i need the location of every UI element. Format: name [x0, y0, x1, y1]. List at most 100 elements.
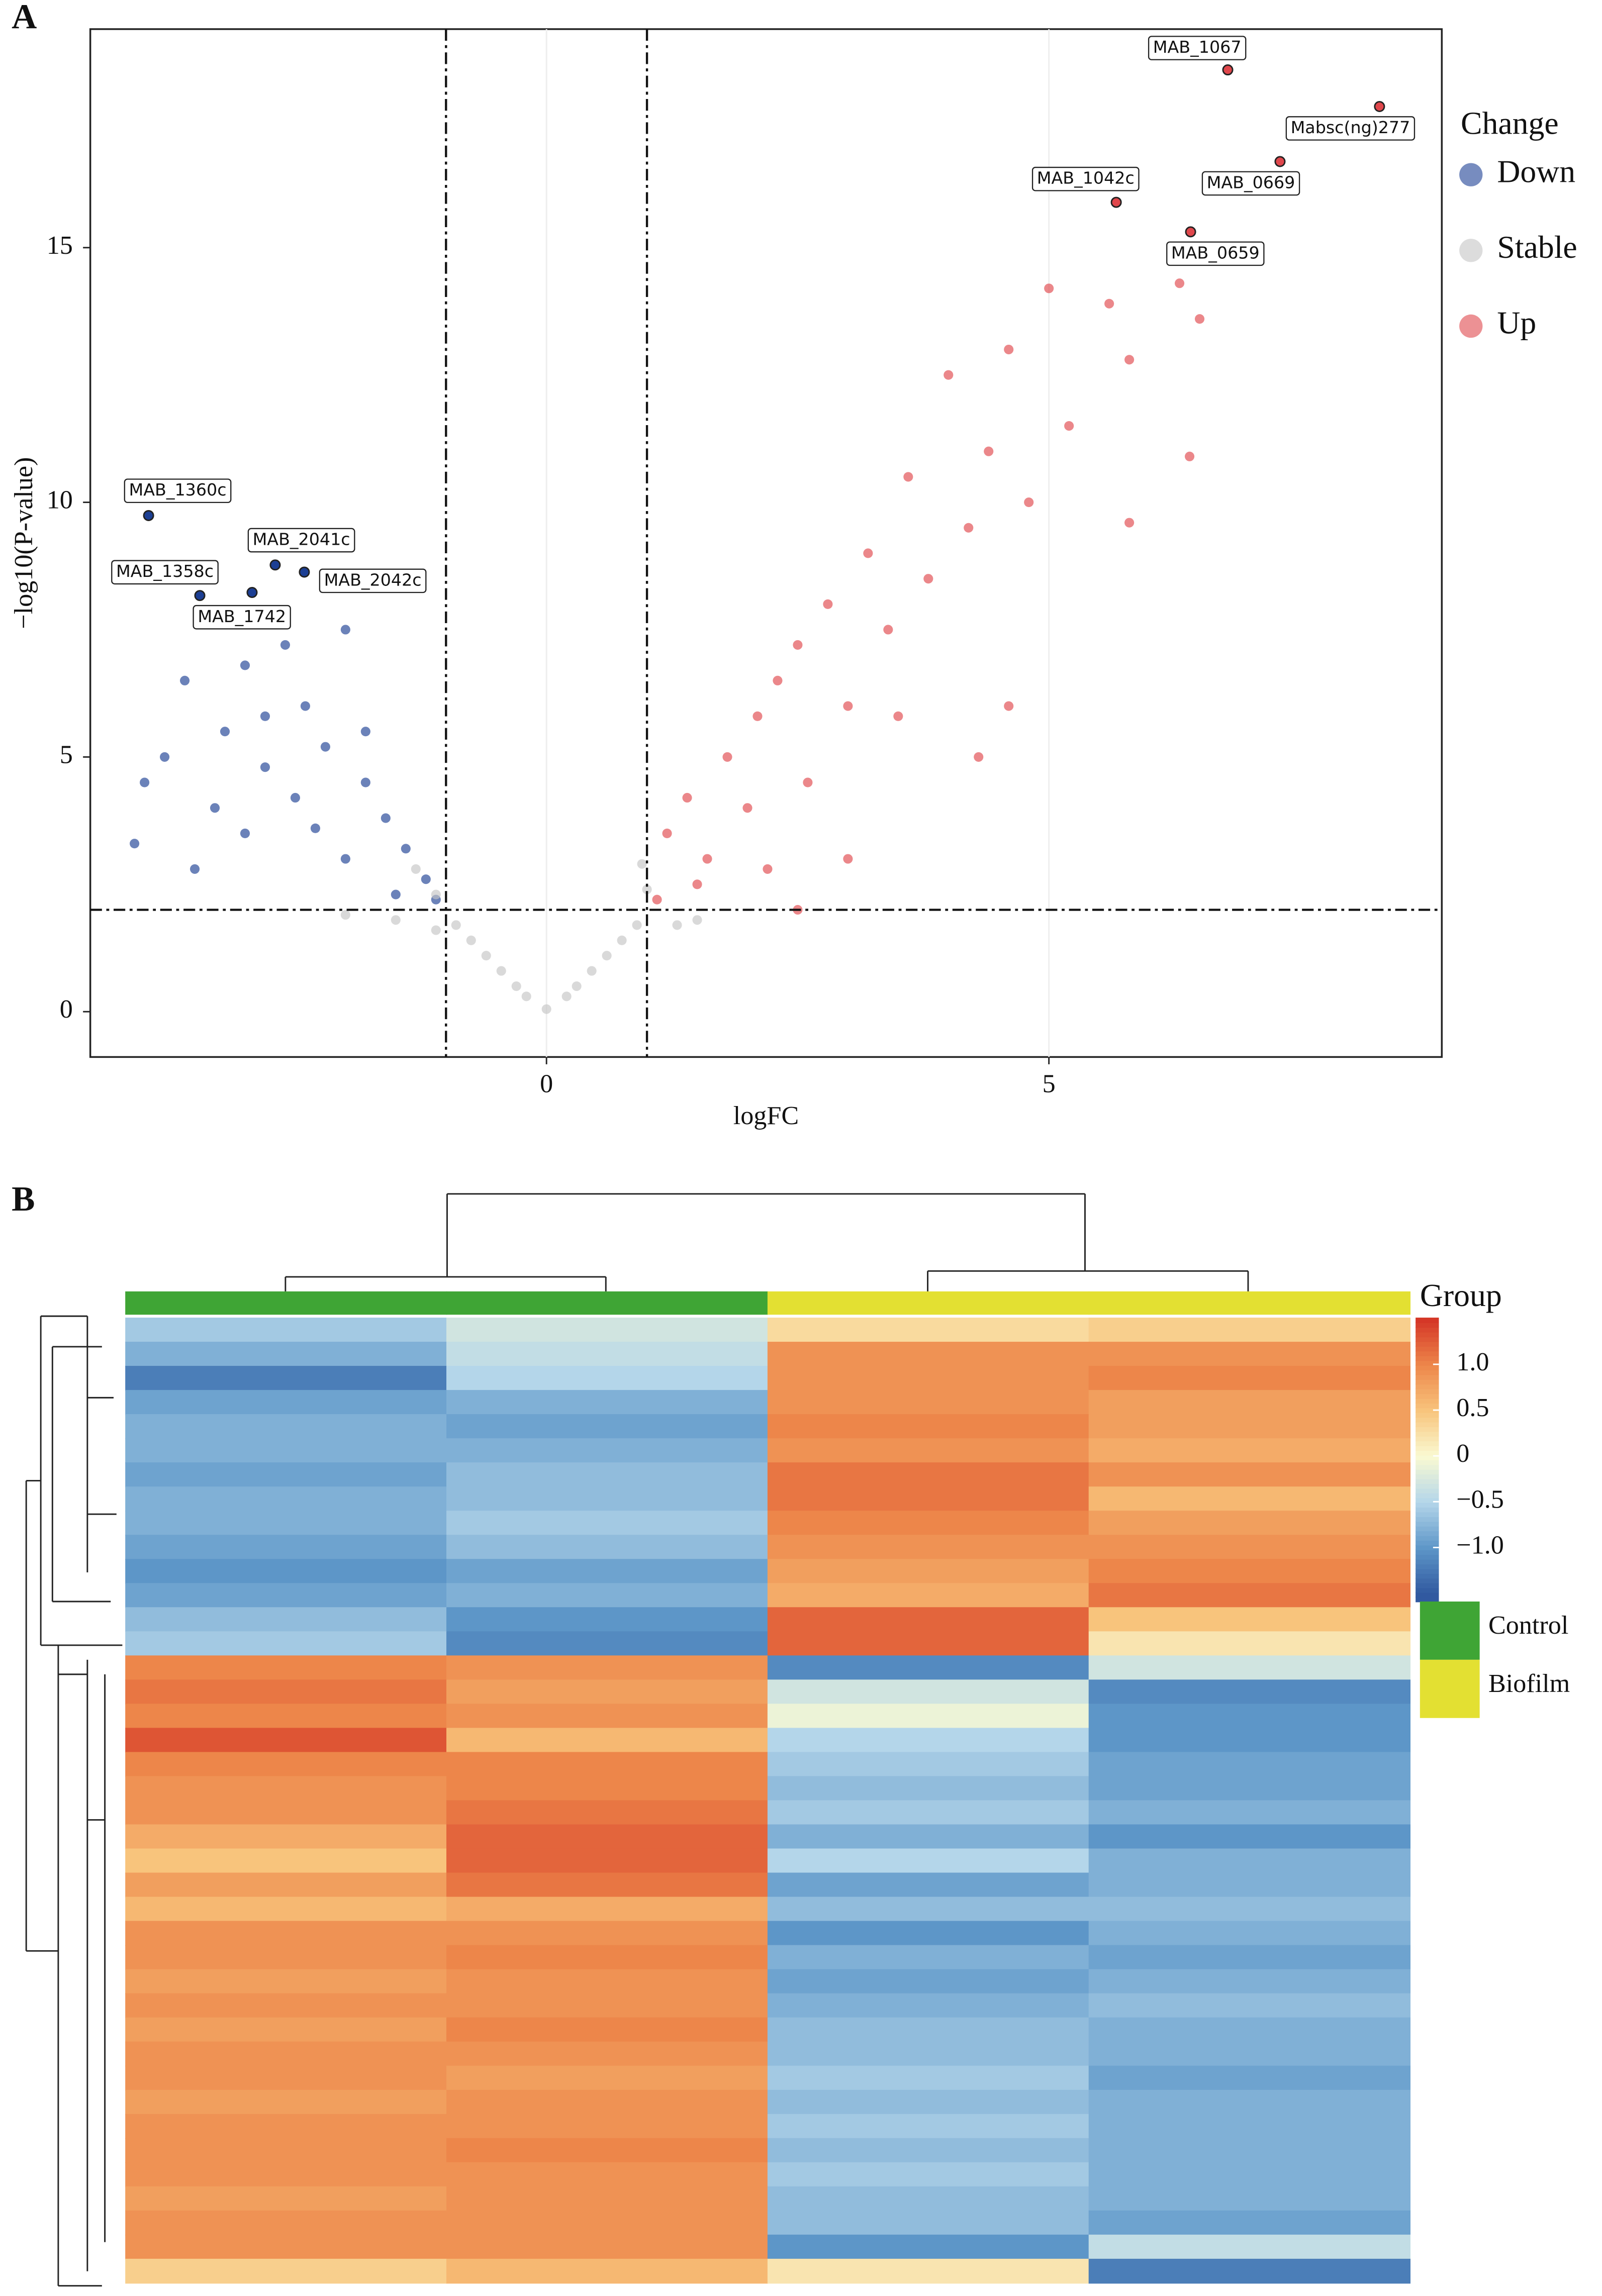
colorbar-segment [1416, 1554, 1439, 1560]
panel-label: B [12, 1180, 35, 1219]
point [944, 370, 954, 380]
colorbar-segment [1416, 1318, 1439, 1323]
point [1044, 283, 1054, 293]
heatmap-cell [767, 1655, 1090, 1680]
x-tick-label: 0 [540, 1069, 553, 1098]
point [793, 640, 803, 650]
colorbar-segment [1416, 1365, 1439, 1371]
heatmap-cell [125, 2041, 447, 2067]
point [411, 864, 421, 874]
point [431, 889, 441, 900]
colorbar-segment [1416, 1336, 1439, 1342]
colorbar-segment [1416, 1332, 1439, 1338]
heatmap-cell [767, 1390, 1090, 1415]
label-box [111, 560, 219, 585]
heatmap-cell [125, 1679, 447, 1705]
point [521, 991, 531, 1002]
point [587, 966, 597, 976]
heatmap-cell [125, 1728, 447, 1753]
legend-label: Down [1497, 153, 1575, 189]
colorbar-segment [1416, 1521, 1439, 1527]
heatmap-cell [446, 1704, 769, 1729]
point-label: MAB_1360c [129, 480, 226, 500]
label-box [319, 568, 427, 593]
heatmap-cell [1088, 1679, 1411, 1705]
heatmap-cell [767, 1945, 1090, 1970]
colorbar-segment [1416, 1398, 1439, 1404]
heatmap-cell [767, 1800, 1090, 1825]
colorbar-tick-label: −1.0 [1456, 1531, 1504, 1559]
heatmap-cell [446, 1993, 769, 2019]
point [662, 828, 672, 839]
heatmap-cell [1088, 1655, 1411, 1680]
colorbar-segment [1416, 1563, 1439, 1569]
legend-swatch [1420, 1602, 1480, 1660]
point [692, 879, 702, 889]
point-label: MAB_1742 [198, 607, 286, 626]
heatmap-cell [446, 2210, 769, 2236]
point [179, 675, 190, 685]
heatmap-cell [767, 2138, 1090, 2163]
point [1124, 518, 1135, 528]
heatmap-cell [125, 1776, 447, 1801]
heatmap-cell [446, 1872, 769, 1898]
colorbar-segment [1416, 1582, 1439, 1588]
heatmap-cell [767, 2234, 1090, 2260]
colorbar-segment [1416, 1568, 1439, 1574]
heatmap-cell [767, 1896, 1090, 1922]
colorbar-segment [1416, 1360, 1439, 1366]
heatmap-cell [1088, 2186, 1411, 2212]
heatmap-cell [1088, 1607, 1411, 1632]
heatmap-cell [125, 1414, 447, 1439]
heatmap-cell [446, 1462, 769, 1487]
heatmap-cell [1088, 1800, 1411, 1825]
colorbar-tick-label: 1.0 [1456, 1348, 1489, 1376]
y-tick-label: 10 [47, 486, 73, 515]
colorbar-segment [1416, 1341, 1439, 1347]
point [682, 792, 692, 803]
heatmap-cell [125, 1704, 447, 1729]
labeled-point [143, 510, 154, 521]
point [481, 951, 491, 961]
heatmap-cell [1088, 1342, 1411, 1367]
point [843, 701, 853, 711]
point [602, 951, 612, 961]
point [140, 777, 150, 787]
heatmap-cell [125, 1824, 447, 1849]
heatmap-cell [125, 1462, 447, 1487]
heatmap-cell [1088, 1872, 1411, 1898]
point [1124, 355, 1135, 365]
point [391, 915, 401, 925]
point [823, 599, 833, 609]
point [130, 839, 140, 849]
colorbar-segment [1416, 1431, 1439, 1437]
point [320, 742, 330, 752]
point [773, 675, 783, 685]
plot-frame [89, 28, 1443, 1058]
colorbar-segment [1416, 1596, 1439, 1603]
heatmap-cell [767, 2041, 1090, 2067]
point [220, 727, 230, 737]
heatmap-cell [1088, 2234, 1411, 2260]
colorbar-segment [1416, 1573, 1439, 1579]
colorbar-segment [1416, 1526, 1439, 1532]
label-box [247, 528, 355, 553]
heatmap-cell [446, 1969, 769, 1994]
heatmap-cell [767, 1752, 1090, 1777]
heatmap-cell [1088, 1486, 1411, 1512]
colorbar-segment [1416, 1488, 1439, 1493]
colorbar-segment [1416, 1450, 1439, 1456]
point [541, 1004, 551, 1014]
heatmap-cell [446, 1848, 769, 1873]
colorbar-segment [1416, 1355, 1439, 1361]
point [984, 446, 994, 456]
group-bar [767, 1291, 1090, 1315]
label-box [1031, 166, 1140, 191]
heatmap-cell [767, 1824, 1090, 1849]
heatmap-cell [767, 2065, 1090, 2091]
colorbar-segment [1416, 1436, 1439, 1442]
point [381, 813, 391, 823]
heatmap-cell [1088, 1318, 1411, 1343]
heatmap-cell [125, 2089, 447, 2115]
